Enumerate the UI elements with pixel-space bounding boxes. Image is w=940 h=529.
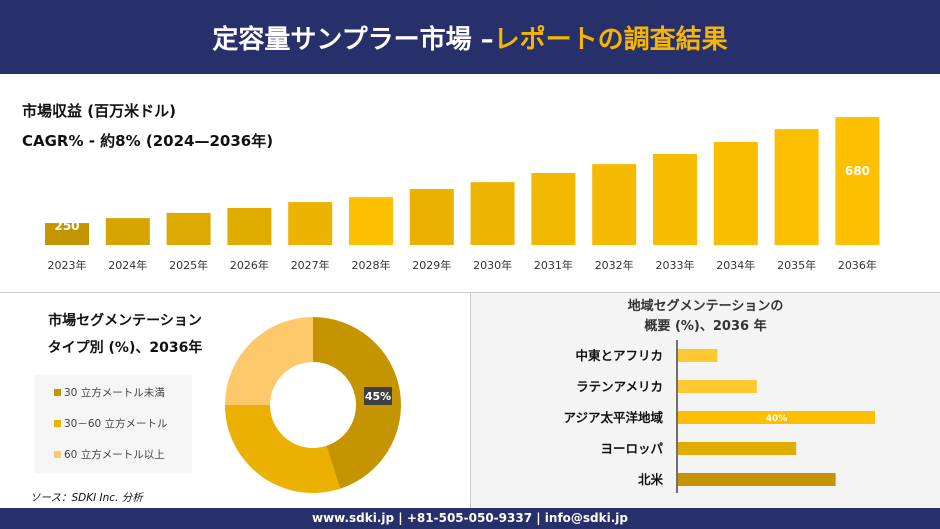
donut-slice (313, 317, 402, 489)
revenue-bar (349, 197, 393, 245)
region-title: 地域セグメンテーションの 概要 (%)、2036 年 (627, 299, 784, 334)
slice-label-box (364, 387, 392, 405)
region-bar (678, 349, 718, 362)
bar-data-label: 680 (845, 164, 870, 178)
title-highlight: レポートの調査結果 (493, 24, 728, 55)
legend-item: 30－60 立方メートル (54, 416, 168, 431)
legend-item: 60 立方メートル以上 (54, 447, 165, 462)
x-tick-label: 2030年 (473, 258, 512, 272)
x-tick-label: 2036年 (838, 258, 877, 272)
revenue-bar (409, 189, 454, 245)
x-tick-label: 2035年 (777, 258, 816, 272)
source-note: ソース：SDKI Inc. 分析 (30, 492, 143, 504)
revenue-bar (713, 141, 758, 245)
revenue-bar (227, 208, 272, 245)
revenue-bar (774, 129, 819, 245)
region-label: ヨーロッパ (600, 441, 663, 456)
cagr-subtitle: CAGR% - 約8% (2024—2036年) (22, 132, 274, 150)
region-bar (678, 473, 836, 486)
revenue-bar (288, 202, 333, 245)
footer-contact: www.sdki.jp | +81-505-050-9337 | info@sd… (0, 508, 940, 529)
x-tick-label: 2031年 (534, 258, 573, 272)
revenue-bar (592, 164, 637, 245)
title-main: 定容量サンプラー市場 – (212, 24, 494, 55)
region-bar (678, 380, 757, 393)
x-tick-label: 2027年 (291, 258, 330, 272)
x-tick-label: 2025年 (169, 258, 208, 272)
x-tick-label: 2024年 (108, 258, 147, 272)
x-tick-label: 2023年 (48, 258, 87, 272)
x-tick-label: 2033年 (656, 258, 695, 272)
donut-slice (225, 405, 341, 493)
revenue-bar (531, 173, 576, 245)
bar-data-label: 250 (54, 219, 79, 233)
revenue-bar (45, 223, 89, 245)
divider (0, 292, 940, 293)
region-label: アジア太平洋地域 (563, 410, 663, 425)
revenue-chart-title: 市場収益 (百万米ドル) (22, 102, 176, 120)
revenue-bar (166, 212, 211, 245)
x-tick-label: 2026年 (230, 258, 269, 272)
donut-legend: 30 立方メートル未満 30－60 立方メートル 60 立方メートル以上 (34, 375, 192, 473)
donut-slice (225, 317, 313, 405)
region-label: 北米 (638, 472, 664, 487)
region-label: ラテンアメリカ (576, 379, 663, 394)
region-label: 中東とアフリカ (575, 348, 663, 363)
x-tick-label: 2034年 (716, 258, 755, 272)
divider (470, 293, 471, 508)
slice-data-label: 45% (365, 390, 391, 403)
segment-title: 市場セグメンテーション タイプ別 (%)、2036年 (47, 313, 203, 356)
region-data-label: 40% (766, 414, 788, 424)
revenue-bar (105, 218, 150, 245)
revenue-bar (470, 182, 515, 245)
legend-item: 30 立方メートル未満 (54, 385, 165, 400)
x-tick-label: 2028年 (352, 258, 391, 272)
revenue-bar (835, 117, 880, 245)
region-bar (678, 442, 797, 455)
header-title: 定容量サンプラー市場 – レポートの調査結果 (0, 0, 940, 74)
x-tick-label: 2029年 (412, 258, 451, 272)
x-tick-label: 2032年 (595, 258, 634, 272)
region-bar (678, 411, 875, 424)
revenue-bar (653, 154, 697, 245)
region-panel (471, 293, 940, 508)
